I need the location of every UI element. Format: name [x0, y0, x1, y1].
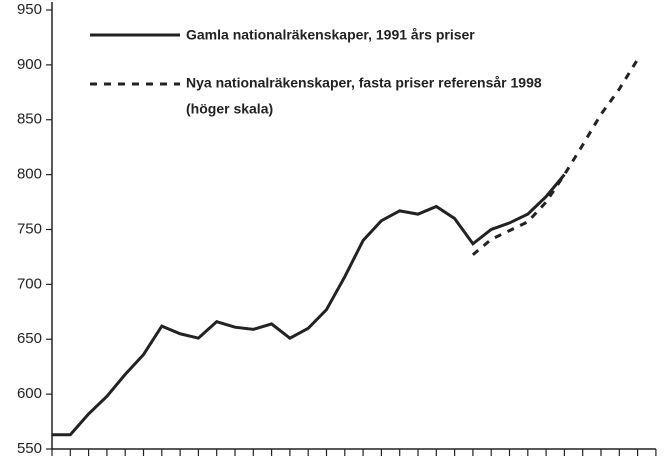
y-tick-label: 950 [17, 1, 42, 18]
y-tick-label: 900 [17, 56, 42, 73]
series-line [471, 58, 639, 256]
y-tick-label: 550 [17, 440, 42, 456]
y-tick-label: 600 [17, 385, 42, 402]
series-line [52, 173, 566, 437]
y-tick-label: 850 [17, 111, 42, 128]
legend-label: Gamla nationalräkenskaper, 1991 års pris… [186, 27, 475, 43]
legend-note: (höger skala) [186, 101, 273, 117]
y-tick-label: 800 [17, 166, 42, 183]
y-tick-label: 750 [17, 220, 42, 237]
y-tick-label: 700 [17, 275, 42, 292]
legend: Gamla nationalräkenskaper, 1991 års pris… [90, 27, 542, 117]
legend-label: Nya nationalräkenskaper, fasta priser re… [186, 75, 542, 91]
y-tick-label: 650 [17, 330, 42, 347]
